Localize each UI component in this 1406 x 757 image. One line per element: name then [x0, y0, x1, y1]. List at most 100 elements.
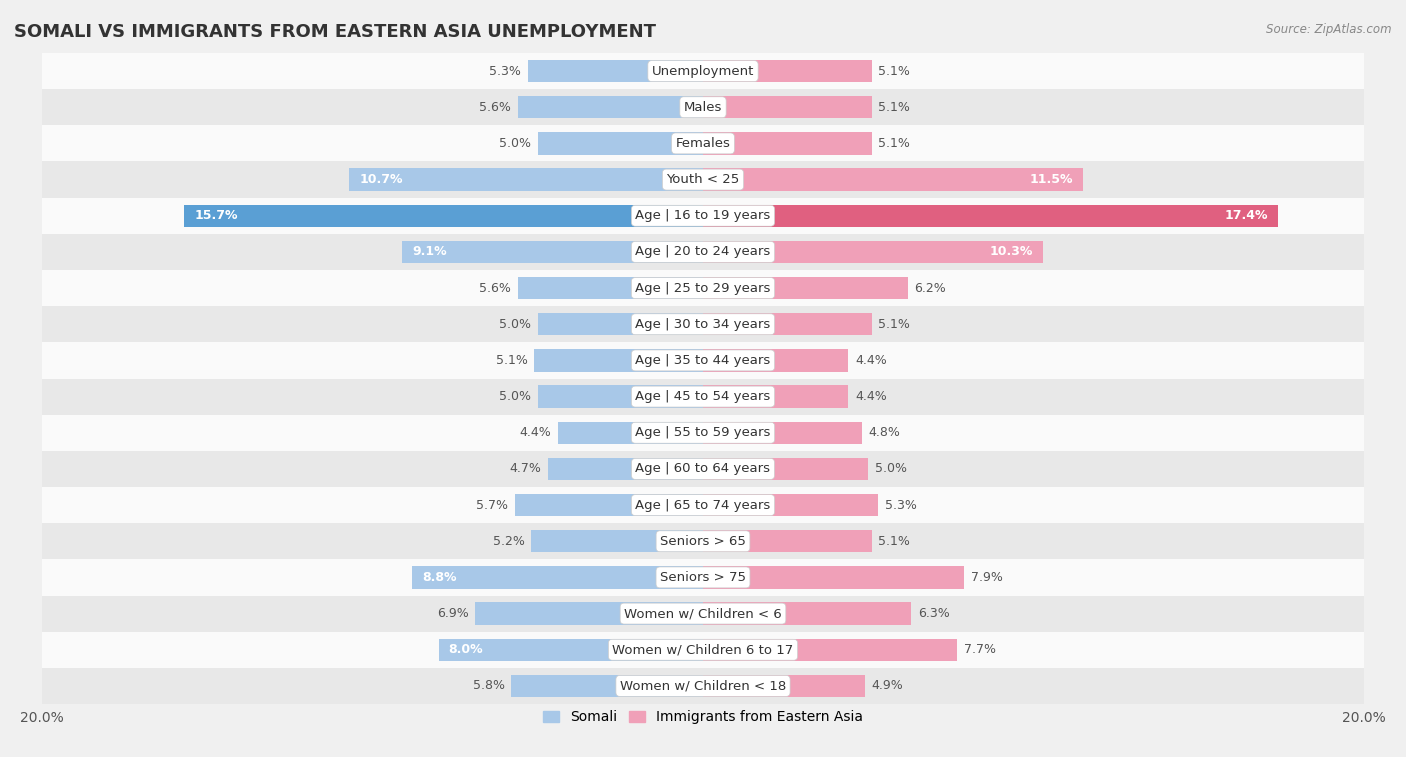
Bar	[350, 168, 703, 191]
Text: 4.7%: 4.7%	[509, 463, 541, 475]
Text: SOMALI VS IMMIGRANTS FROM EASTERN ASIA UNEMPLOYMENT: SOMALI VS IMMIGRANTS FROM EASTERN ASIA U…	[14, 23, 657, 41]
Bar	[703, 349, 848, 372]
Text: 10.7%: 10.7%	[360, 173, 404, 186]
Text: Women w/ Children 6 to 17: Women w/ Children 6 to 17	[613, 643, 793, 656]
Bar	[42, 270, 1364, 306]
Bar	[703, 241, 1043, 263]
Text: 10.3%: 10.3%	[990, 245, 1033, 258]
Bar	[517, 96, 703, 118]
Text: 5.2%: 5.2%	[492, 534, 524, 548]
Bar	[184, 204, 703, 227]
Bar	[42, 378, 1364, 415]
Text: 4.4%: 4.4%	[855, 390, 887, 403]
Bar	[703, 313, 872, 335]
Bar	[42, 415, 1364, 451]
Text: 6.9%: 6.9%	[437, 607, 468, 620]
Text: Age | 25 to 29 years: Age | 25 to 29 years	[636, 282, 770, 294]
Text: 5.3%: 5.3%	[884, 499, 917, 512]
Bar	[42, 234, 1364, 270]
Bar	[703, 674, 865, 697]
Text: Age | 45 to 54 years: Age | 45 to 54 years	[636, 390, 770, 403]
Text: 5.8%: 5.8%	[472, 680, 505, 693]
Text: 11.5%: 11.5%	[1029, 173, 1073, 186]
Bar	[703, 422, 862, 444]
Text: Unemployment: Unemployment	[652, 64, 754, 77]
Bar	[548, 458, 703, 480]
Bar	[531, 530, 703, 553]
Text: Age | 35 to 44 years: Age | 35 to 44 years	[636, 354, 770, 367]
Bar	[703, 494, 879, 516]
Text: 5.1%: 5.1%	[879, 137, 910, 150]
Bar	[42, 342, 1364, 378]
Text: 5.1%: 5.1%	[496, 354, 527, 367]
Bar	[42, 198, 1364, 234]
Text: Age | 16 to 19 years: Age | 16 to 19 years	[636, 209, 770, 223]
Text: 6.3%: 6.3%	[918, 607, 949, 620]
Bar	[703, 566, 965, 589]
Bar	[703, 603, 911, 625]
Bar	[515, 494, 703, 516]
Bar	[703, 204, 1278, 227]
Text: 5.1%: 5.1%	[879, 318, 910, 331]
Text: Seniors > 65: Seniors > 65	[659, 534, 747, 548]
Text: 6.2%: 6.2%	[914, 282, 946, 294]
Bar	[439, 639, 703, 661]
Text: 5.0%: 5.0%	[499, 318, 531, 331]
Bar	[42, 596, 1364, 631]
Text: 5.6%: 5.6%	[479, 101, 512, 114]
Bar	[42, 126, 1364, 161]
Bar	[527, 60, 703, 83]
Bar	[703, 132, 872, 154]
Text: 5.7%: 5.7%	[477, 499, 508, 512]
Text: 5.6%: 5.6%	[479, 282, 512, 294]
Text: Seniors > 75: Seniors > 75	[659, 571, 747, 584]
Text: 5.0%: 5.0%	[499, 137, 531, 150]
Text: 8.0%: 8.0%	[449, 643, 484, 656]
Text: 5.1%: 5.1%	[879, 64, 910, 77]
Bar	[703, 277, 908, 299]
Text: 17.4%: 17.4%	[1225, 209, 1268, 223]
Text: Age | 60 to 64 years: Age | 60 to 64 years	[636, 463, 770, 475]
Bar	[42, 89, 1364, 126]
Text: Age | 30 to 34 years: Age | 30 to 34 years	[636, 318, 770, 331]
Bar	[42, 451, 1364, 487]
Bar	[703, 639, 957, 661]
Bar	[703, 168, 1083, 191]
Bar	[402, 241, 703, 263]
Bar	[42, 53, 1364, 89]
Bar	[42, 306, 1364, 342]
Text: 5.3%: 5.3%	[489, 64, 522, 77]
Bar	[558, 422, 703, 444]
Bar	[42, 487, 1364, 523]
Text: 5.0%: 5.0%	[499, 390, 531, 403]
Bar	[42, 668, 1364, 704]
Bar	[475, 603, 703, 625]
Bar	[42, 161, 1364, 198]
Bar	[703, 385, 848, 408]
Bar	[42, 523, 1364, 559]
Bar	[703, 458, 868, 480]
Bar	[703, 96, 872, 118]
Bar	[42, 631, 1364, 668]
Bar	[42, 559, 1364, 596]
Text: Age | 55 to 59 years: Age | 55 to 59 years	[636, 426, 770, 439]
Text: 4.8%: 4.8%	[868, 426, 900, 439]
Text: 5.1%: 5.1%	[879, 534, 910, 548]
Text: 7.7%: 7.7%	[965, 643, 995, 656]
Bar	[517, 277, 703, 299]
Legend: Somali, Immigrants from Eastern Asia: Somali, Immigrants from Eastern Asia	[537, 705, 869, 730]
Text: Women w/ Children < 6: Women w/ Children < 6	[624, 607, 782, 620]
Text: Women w/ Children < 18: Women w/ Children < 18	[620, 680, 786, 693]
Bar	[703, 530, 872, 553]
Bar	[412, 566, 703, 589]
Bar	[537, 385, 703, 408]
Text: 4.9%: 4.9%	[872, 680, 903, 693]
Text: 7.9%: 7.9%	[970, 571, 1002, 584]
Bar	[512, 674, 703, 697]
Text: Source: ZipAtlas.com: Source: ZipAtlas.com	[1267, 23, 1392, 36]
Text: Males: Males	[683, 101, 723, 114]
Text: 9.1%: 9.1%	[412, 245, 447, 258]
Bar	[537, 132, 703, 154]
Bar	[703, 60, 872, 83]
Text: Youth < 25: Youth < 25	[666, 173, 740, 186]
